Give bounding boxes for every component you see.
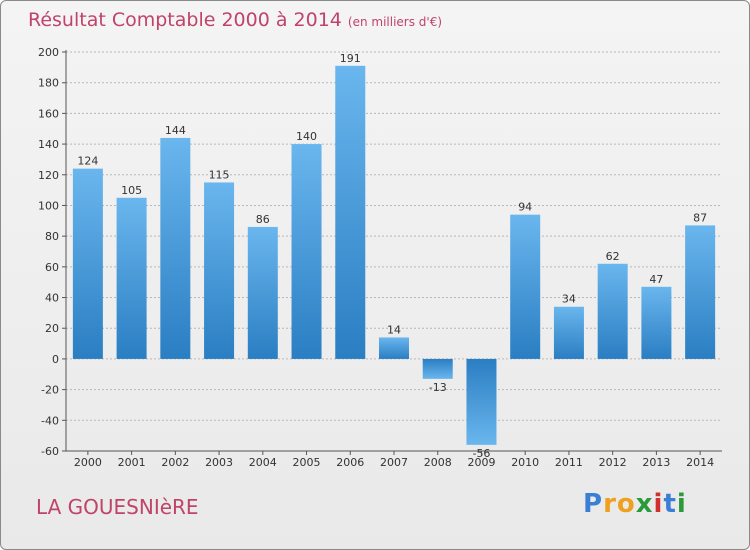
bar-value-label: 87 — [693, 211, 707, 224]
x-tick-label: 2005 — [293, 456, 321, 469]
x-tick-label: 2000 — [74, 456, 102, 469]
bar — [335, 65, 366, 359]
y-tick-label: 100 — [38, 199, 59, 212]
bar-value-label: 14 — [387, 323, 401, 336]
bar — [422, 358, 453, 379]
y-tick-label: 60 — [45, 261, 59, 274]
bar-value-label: 47 — [649, 273, 663, 286]
bar — [597, 263, 628, 359]
y-tick-label: -40 — [41, 414, 59, 427]
bar-value-label: 86 — [256, 213, 270, 226]
y-tick-label: 80 — [45, 230, 59, 243]
bar — [379, 337, 409, 359]
subtitle-text: (en milliers d'€) — [347, 15, 443, 29]
y-tick-label: 20 — [45, 322, 59, 335]
bar — [116, 197, 147, 359]
commune-name: LA GOUESNIèRE — [36, 495, 199, 519]
bar-value-label: 34 — [562, 293, 576, 306]
x-tick-label: 2010 — [511, 456, 539, 469]
proxiti-logo: Proxiti — [583, 489, 687, 519]
logo-letter: t — [663, 489, 677, 519]
x-tick-label: 2011 — [555, 456, 583, 469]
y-tick-label: 40 — [45, 292, 59, 305]
bar — [247, 226, 278, 359]
x-tick-label: 2006 — [336, 456, 364, 469]
x-tick-label: 2003 — [205, 456, 233, 469]
bar-value-label: 115 — [209, 168, 230, 181]
bar — [72, 168, 103, 359]
bar-value-label: 124 — [77, 155, 98, 168]
bar — [510, 214, 541, 359]
y-tick-label: 120 — [38, 169, 59, 182]
x-tick-label: 2009 — [467, 456, 495, 469]
logo-letter: i — [676, 489, 687, 519]
bar-value-label: 140 — [296, 130, 317, 143]
bar — [291, 144, 322, 359]
logo-letter: i — [653, 489, 664, 519]
x-tick-label: 2012 — [599, 456, 627, 469]
y-tick-label: 0 — [52, 353, 59, 366]
bar — [685, 225, 716, 359]
y-tick-label: 180 — [38, 77, 59, 90]
bar — [466, 358, 497, 445]
bar-value-label: 62 — [606, 250, 620, 263]
bar — [641, 286, 672, 359]
x-tick-label: 2008 — [424, 456, 452, 469]
bar-value-label: 144 — [165, 124, 186, 137]
bar-value-label: 105 — [121, 184, 142, 197]
x-tick-label: 2001 — [118, 456, 146, 469]
logo-letter: x — [635, 489, 654, 519]
logo-letter: r — [603, 489, 617, 519]
y-tick-label: 160 — [38, 107, 59, 120]
x-tick-label: 2014 — [686, 456, 714, 469]
bar-value-label: 191 — [340, 52, 361, 65]
x-tick-label: 2002 — [161, 456, 189, 469]
bar-value-label: 94 — [518, 201, 532, 214]
x-tick-label: 2013 — [642, 456, 670, 469]
x-tick-label: 2004 — [249, 456, 277, 469]
y-tick-label: 140 — [38, 138, 59, 151]
bar-value-label: -13 — [429, 381, 447, 394]
x-tick-label: 2007 — [380, 456, 408, 469]
logo-letter: o — [616, 489, 636, 519]
bar — [204, 182, 235, 359]
logo-letter: P — [583, 489, 604, 519]
bar — [553, 306, 584, 359]
y-tick-label: -60 — [41, 445, 59, 458]
title-text: Résultat Comptable 2000 à 2014 — [28, 9, 342, 31]
y-tick-label: 200 — [38, 46, 59, 59]
bar — [160, 137, 191, 359]
chart-title: Résultat Comptable 2000 à 2014 (en millie… — [28, 9, 442, 31]
y-tick-label: -20 — [41, 384, 59, 397]
